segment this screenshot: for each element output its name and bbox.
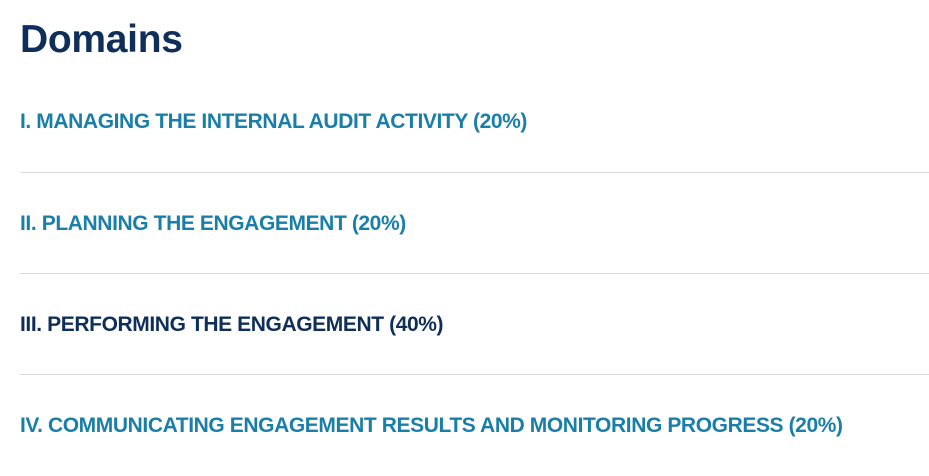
domain-link-communicating-results[interactable]: IV. COMMUNICATING ENGAGEMENT RESULTS AND…	[20, 414, 843, 437]
domain-item-4: IV. COMMUNICATING ENGAGEMENT RESULTS AND…	[20, 375, 929, 476]
domain-item-2: II. PLANNING THE ENGAGEMENT (20%)	[20, 173, 929, 274]
domain-link-performing-engagement[interactable]: III. PERFORMING THE ENGAGEMENT (40%)	[20, 313, 444, 336]
domains-section: Domains I. MANAGING THE INTERNAL AUDIT A…	[20, 0, 929, 476]
page-title: Domains	[20, 18, 183, 61]
domain-link-planning-engagement[interactable]: II. PLANNING THE ENGAGEMENT (20%)	[20, 212, 406, 235]
domain-item-1: I. MANAGING THE INTERNAL AUDIT ACTIVITY …	[20, 70, 929, 173]
domain-list: I. MANAGING THE INTERNAL AUDIT ACTIVITY …	[20, 70, 929, 476]
domain-item-3: III. PERFORMING THE ENGAGEMENT (40%)	[20, 274, 929, 375]
domain-link-managing-internal-audit[interactable]: I. MANAGING THE INTERNAL AUDIT ACTIVITY …	[20, 110, 528, 133]
